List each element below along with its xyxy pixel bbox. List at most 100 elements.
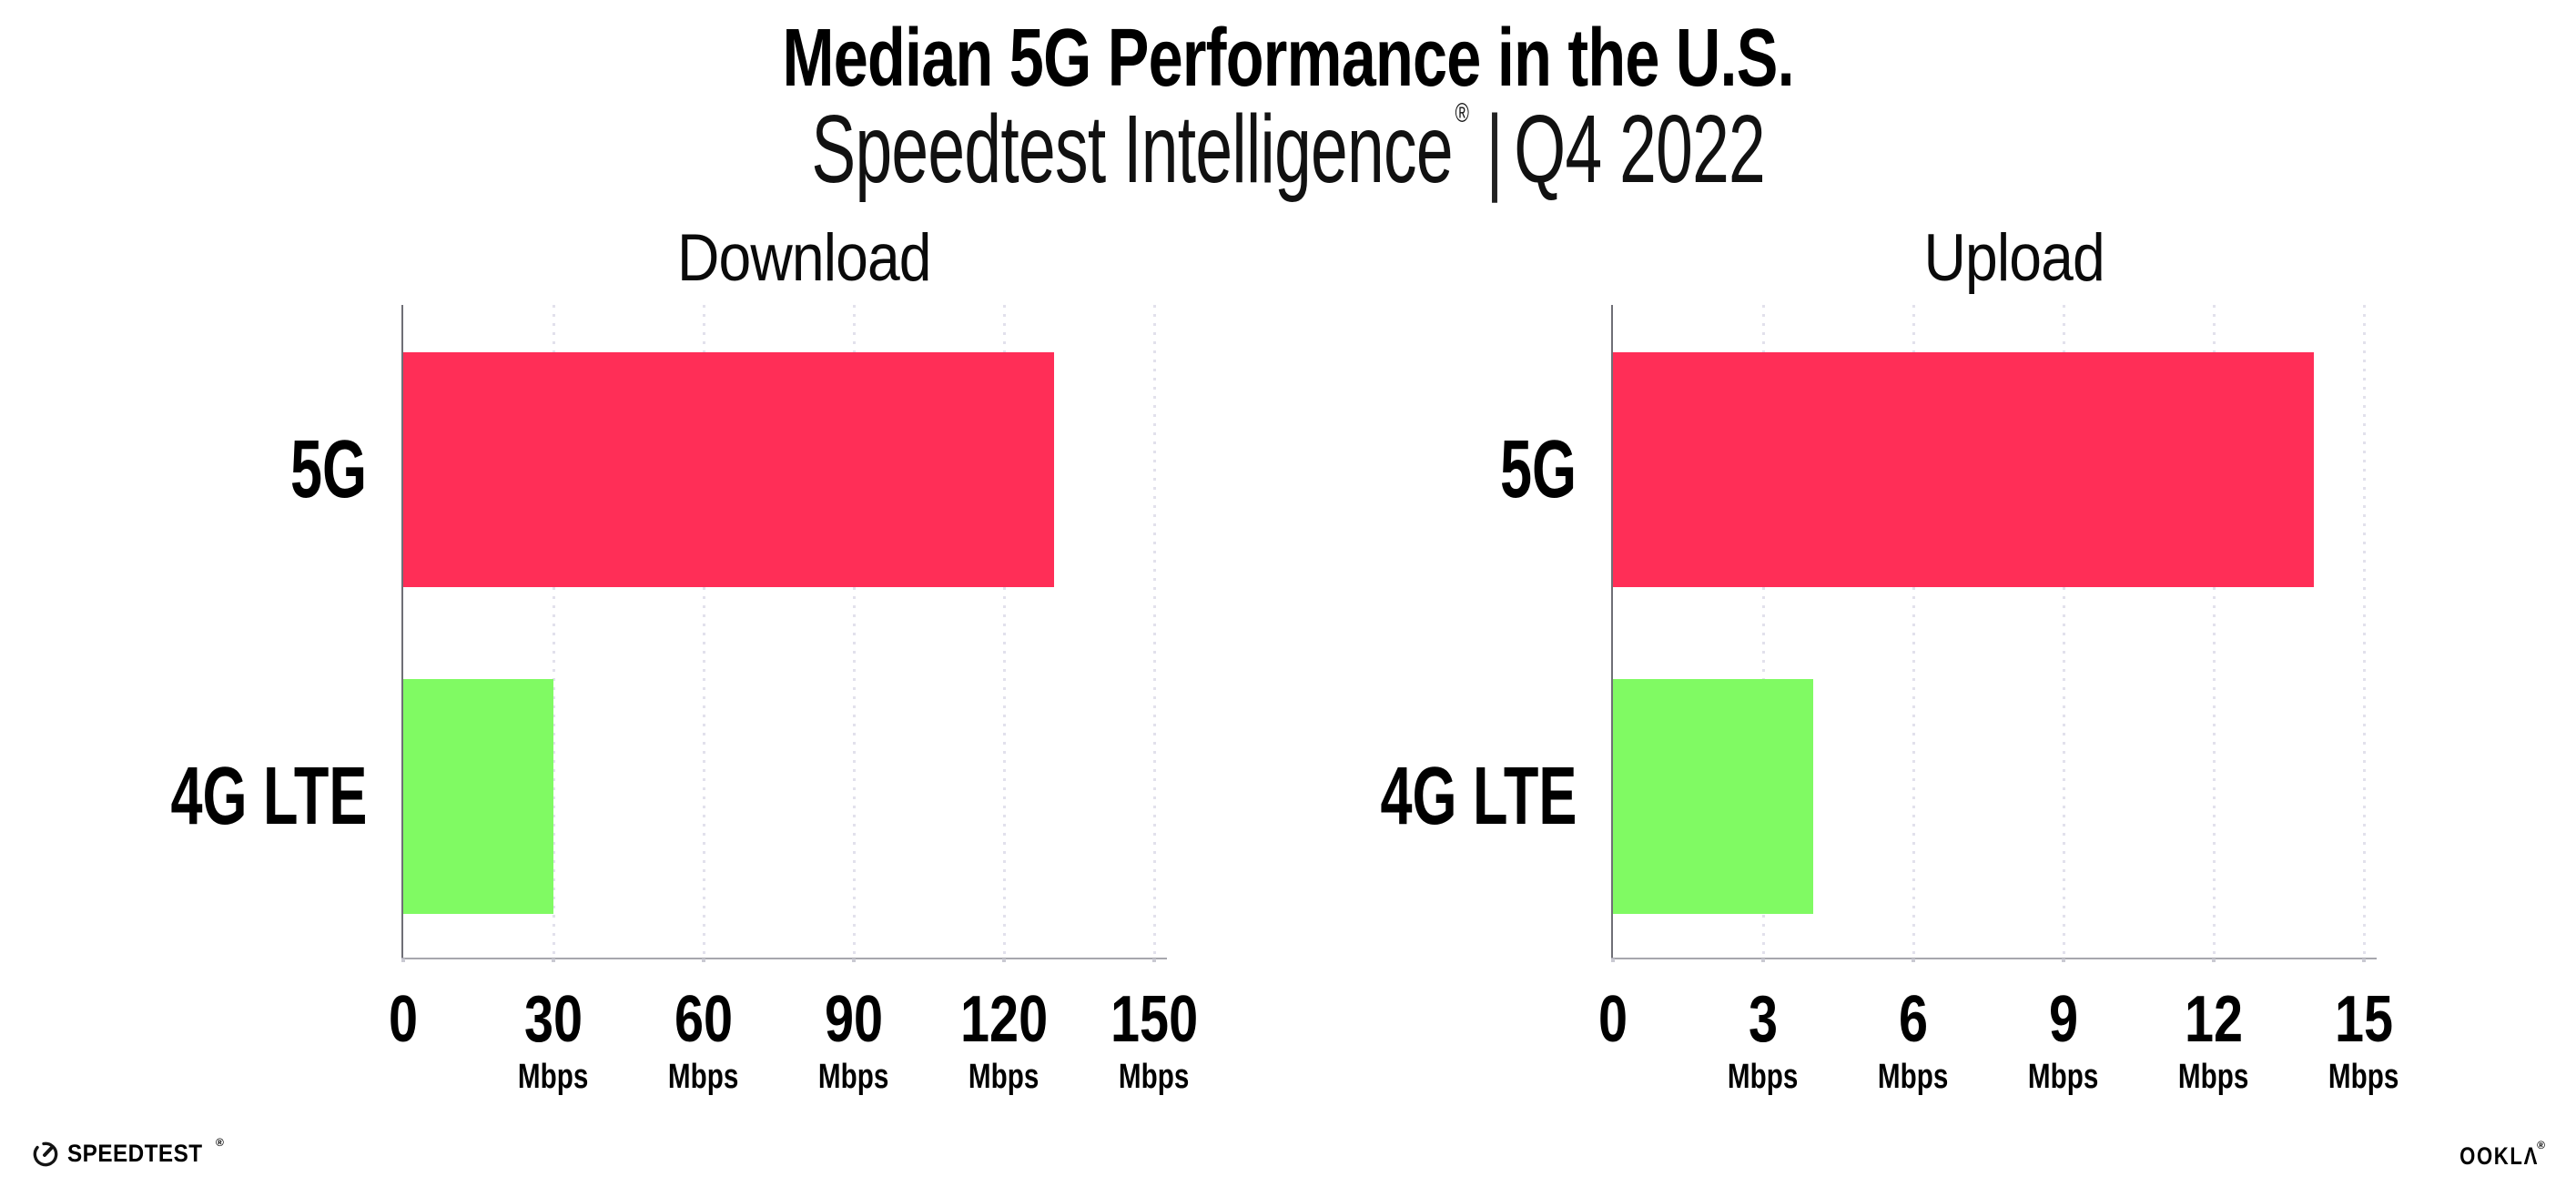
x-tick-value-text: 30: [523, 983, 583, 1056]
chart-title-upload: Upload: [1638, 218, 2389, 297]
x-tickmark-0: [401, 959, 405, 962]
page-subtitle: Speedtest Intelligence® | Q4 2022: [0, 96, 2576, 203]
page-title-text: Median 5G Performance in the U.S.: [782, 12, 1794, 104]
x-tickmark-12: [2212, 959, 2216, 962]
category-label-upload-5g: 5G: [1276, 352, 1577, 587]
x-tickmark-60: [702, 959, 705, 962]
speedtest-logo-text: SPEEDTEST ®: [67, 1136, 225, 1167]
x-tick-unit: Mbps: [1686, 1060, 1841, 1094]
x-tick-value: 9: [1986, 987, 2141, 1052]
category-label-download-4g-lte: 4G LTE: [66, 679, 367, 914]
chart-title-download: Download: [429, 218, 1180, 297]
x-axis-line-download: [401, 958, 1167, 959]
x-tick-value-text: 0: [1597, 983, 1628, 1056]
x-tick-value-text: 12: [2184, 983, 2244, 1056]
gridline-90: [852, 305, 856, 958]
x-tick-label-upload-9: 9 Mbps: [1986, 987, 2141, 1094]
x-tick-value-text: 3: [1748, 983, 1779, 1056]
chart-title-text: Download: [677, 220, 932, 295]
registered-trademark-mark: ®: [1455, 97, 1469, 128]
gridline-9: [2062, 305, 2065, 958]
y-axis-line-upload: [1611, 305, 1613, 958]
gridline-150: [1152, 305, 1156, 958]
chart-title-text: Upload: [1923, 220, 2104, 295]
page-subtitle-text: Speedtest Intelligence® | Q4 2022: [811, 95, 1765, 205]
bar-upload-5g: [1613, 352, 2314, 587]
x-tick-label-download-150: 150 Mbps: [1077, 987, 1232, 1094]
speedtest-gauge-icon: [33, 1141, 58, 1166]
x-tickmark-3: [1761, 959, 1765, 962]
x-tick-unit: Mbps: [476, 1060, 631, 1094]
category-label-download-5g: 5G: [66, 352, 367, 587]
ookla-logo: OOKLΛ®: [2442, 1139, 2549, 1171]
x-tick-unit-text: Mbps: [668, 1058, 739, 1096]
speedtest-logo: SPEEDTEST ®: [32, 1136, 226, 1168]
category-label-text: 5G: [289, 423, 367, 515]
x-tickmark-15: [2362, 959, 2366, 962]
subtitle-period: Q4 2022: [1514, 95, 1765, 203]
x-tick-label-upload-6: 6 Mbps: [1836, 987, 1991, 1094]
ookla-logo-text: OOKLΛ®: [2459, 1139, 2547, 1170]
x-tick-unit-text: Mbps: [2178, 1058, 2249, 1096]
x-tick-unit: Mbps: [927, 1060, 1081, 1094]
x-tick-value: 120: [927, 987, 1081, 1052]
x-tick-value-text: 9: [2048, 983, 2079, 1056]
x-tick-value: 15: [2287, 987, 2441, 1052]
x-tick-value-text: 0: [388, 983, 419, 1056]
y-axis-line-download: [401, 305, 403, 958]
x-tick-unit-text: Mbps: [2328, 1058, 2399, 1096]
x-tick-value-text: 90: [824, 983, 884, 1056]
x-tick-unit: Mbps: [2287, 1060, 2441, 1094]
plot-area-download: [401, 305, 1167, 962]
category-label-text: 4G LTE: [170, 750, 367, 842]
category-label-text: 5G: [1499, 423, 1577, 515]
x-tick-value: 0: [1536, 987, 1690, 1052]
x-tick-label-download-120: 120 Mbps: [927, 987, 1081, 1094]
x-tick-value-text: 6: [1898, 983, 1929, 1056]
subtitle-separator: |: [1486, 95, 1503, 203]
x-tick-unit-text: Mbps: [1878, 1058, 1949, 1096]
x-tick-label-upload-15: 15 Mbps: [2287, 987, 2441, 1094]
x-tickmark-6: [1912, 959, 1915, 962]
gridline-12: [2212, 305, 2216, 958]
x-tickmark-30: [552, 959, 555, 962]
x-tick-unit: Mbps: [626, 1060, 781, 1094]
bar-download-4g-lte: [403, 679, 553, 914]
x-tick-unit: Mbps: [1986, 1060, 2141, 1094]
x-tick-label-upload-3: 3 Mbps: [1686, 987, 1841, 1094]
gridline-120: [1002, 305, 1006, 958]
x-tick-unit: Mbps: [776, 1060, 931, 1094]
x-tick-value: 3: [1686, 987, 1841, 1052]
x-tick-label-download-0: 0: [326, 987, 481, 1052]
bar-upload-4g-lte: [1613, 679, 1813, 914]
x-tick-label-upload-0: 0: [1536, 987, 1690, 1052]
x-tick-value: 6: [1836, 987, 1991, 1052]
x-tick-unit: Mbps: [2136, 1060, 2291, 1094]
subtitle-brand: Speedtest Intelligence: [811, 95, 1453, 203]
x-tick-value: 60: [626, 987, 781, 1052]
x-tickmark-9: [2062, 959, 2065, 962]
speedtest-registered-mark: ®: [216, 1136, 225, 1149]
gridline-6: [1912, 305, 1915, 958]
gridline-60: [702, 305, 705, 958]
x-tick-value: 0: [326, 987, 481, 1052]
x-tickmark-0: [1611, 959, 1615, 962]
x-tick-value: 30: [476, 987, 631, 1052]
page-title: Median 5G Performance in the U.S.: [0, 7, 2576, 109]
category-label-text: 4G LTE: [1380, 750, 1577, 842]
gridline-3: [1761, 305, 1765, 958]
x-tick-label-download-30: 30 Mbps: [476, 987, 631, 1094]
x-tick-unit: Mbps: [1077, 1060, 1232, 1094]
x-tick-unit: Mbps: [1836, 1060, 1991, 1094]
x-tick-value-text: 15: [2334, 983, 2394, 1056]
x-tick-value: 12: [2136, 987, 2291, 1052]
ookla-registered-mark: ®: [2537, 1139, 2547, 1151]
x-tick-unit-text: Mbps: [1119, 1058, 1190, 1096]
x-tick-value: 90: [776, 987, 931, 1052]
gridline-15: [2362, 305, 2366, 958]
x-tick-unit-text: Mbps: [818, 1058, 889, 1096]
x-tickmark-90: [852, 959, 856, 962]
plot-area-upload: [1611, 305, 2377, 962]
category-label-upload-4g-lte: 4G LTE: [1276, 679, 1577, 914]
